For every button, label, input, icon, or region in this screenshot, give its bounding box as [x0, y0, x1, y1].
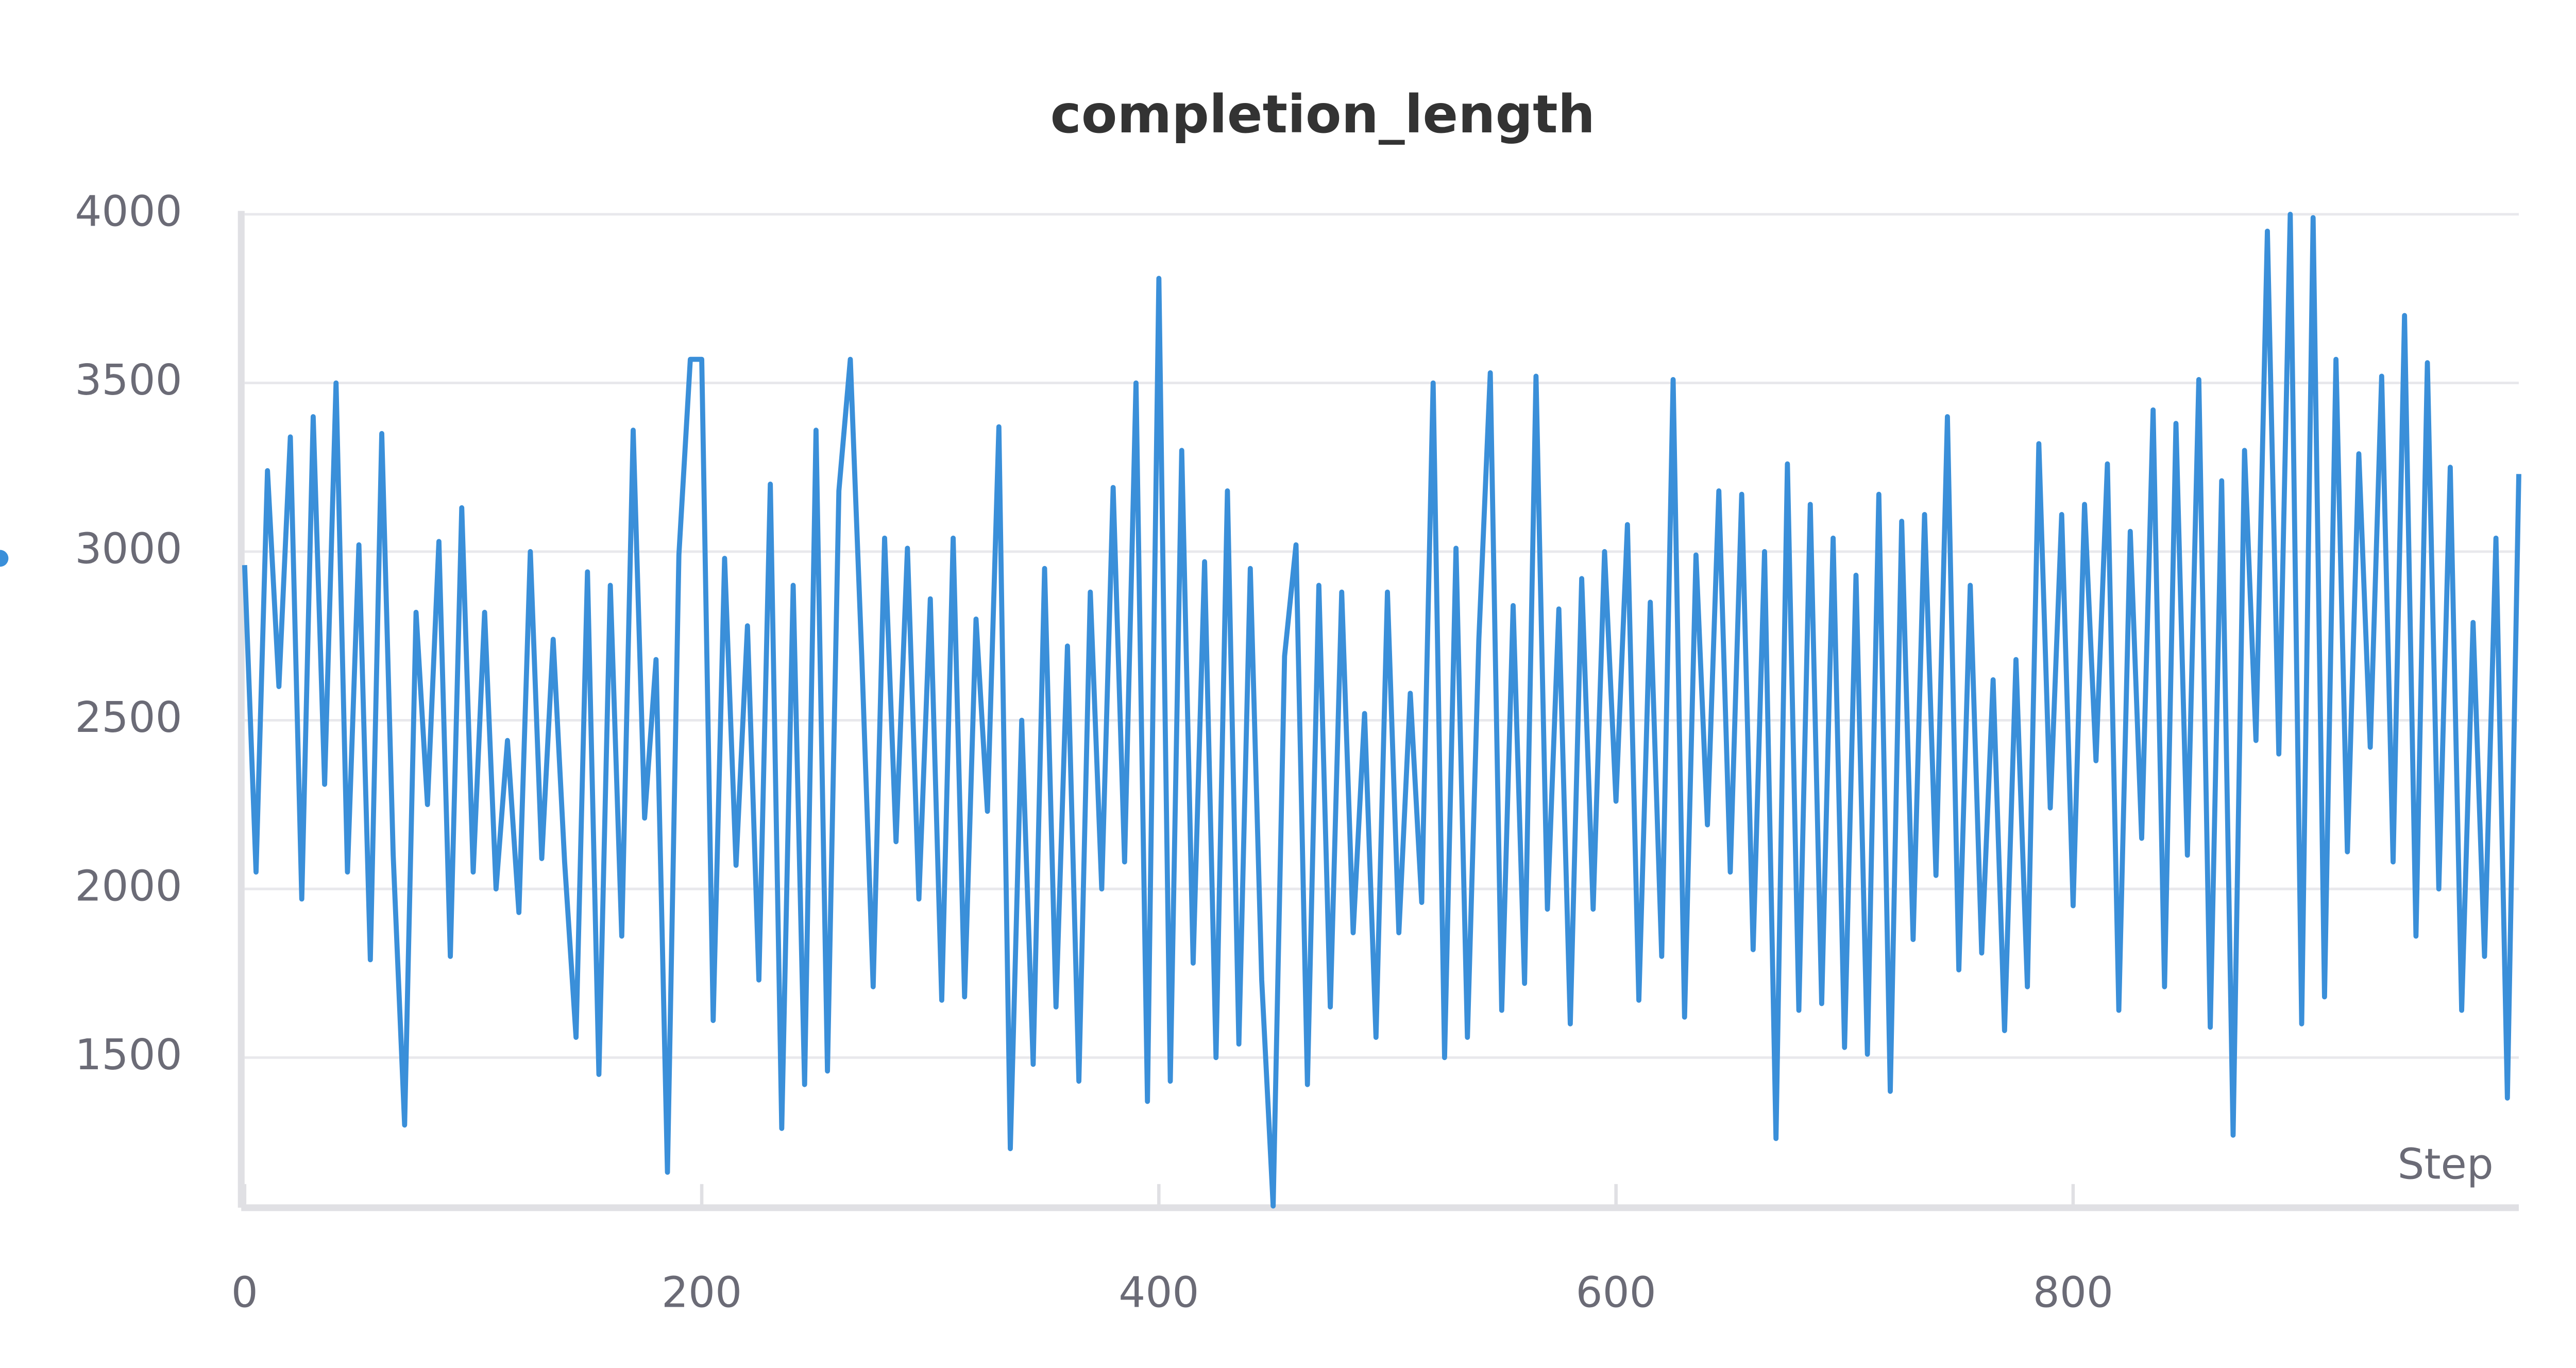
x-tick-label: 800: [2033, 1268, 2113, 1317]
x-tick-label: 600: [1576, 1268, 1656, 1317]
x-tick-label: 200: [662, 1268, 742, 1317]
line: [242, 212, 2521, 1209]
x-axis-label: Step: [2397, 1140, 2493, 1189]
y-tick-label: 3500: [75, 356, 182, 405]
chart-title: completion_length: [1050, 84, 1595, 145]
x-tick-label: 400: [1118, 1268, 1199, 1317]
y-tick-label: 4000: [75, 187, 182, 236]
y-tick-label: 1500: [75, 1031, 182, 1080]
end-point: [0, 550, 9, 567]
y-tick-label: 3000: [75, 524, 182, 573]
x-tick-label: 0: [231, 1268, 258, 1317]
y-tick-label: 2000: [75, 862, 182, 911]
y-tick-label: 2500: [75, 693, 182, 742]
